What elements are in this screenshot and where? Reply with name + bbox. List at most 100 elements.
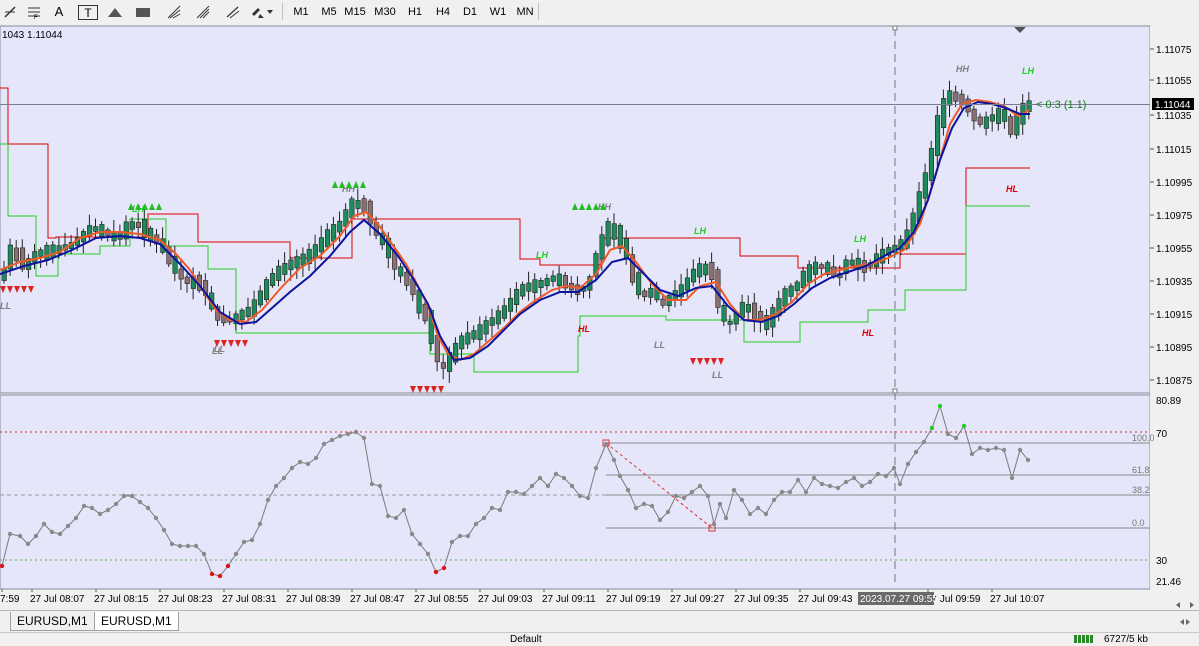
candle: [471, 330, 477, 340]
oscillator-point: [811, 475, 817, 481]
time-tick-label: 27 Jul 08:23: [158, 594, 213, 605]
candle: [684, 277, 691, 291]
candle: [526, 282, 532, 292]
oscillator-point: [577, 493, 583, 499]
candle: [953, 91, 959, 102]
timeframe-m15[interactable]: M15: [344, 5, 366, 18]
oscillator-point: [73, 515, 79, 521]
buy-arrow-icon: [360, 181, 366, 188]
pitchfork-icon[interactable]: [192, 2, 214, 21]
oscillator-point: [843, 479, 849, 485]
candle: [941, 98, 947, 128]
timeframe-m1[interactable]: M1: [293, 5, 309, 18]
timeframe-w1[interactable]: W1: [489, 5, 507, 18]
tab-eurusd-m1-active[interactable]: EURUSD,M1: [94, 612, 179, 631]
oscillator-point: [321, 441, 327, 447]
oscillator-point: [835, 485, 841, 491]
oscillator-point: [803, 489, 809, 495]
candle: [38, 249, 44, 257]
oscillator-point: [137, 499, 143, 505]
scroll-left-icon[interactable]: [1176, 602, 1180, 608]
candle: [337, 220, 343, 233]
sell-arrow-icon: [697, 358, 703, 365]
time-tick-label: 27 Jul 09:03: [478, 594, 533, 605]
oscillator-point: [993, 445, 999, 451]
price-annotation: < 0:3 (1.1): [1036, 99, 1086, 111]
oscillator-point: [209, 571, 215, 577]
price-tick-label: 1.10975: [1156, 211, 1193, 222]
candle: [825, 262, 831, 275]
arrows-icon[interactable]: [248, 2, 276, 21]
buy-arrow-icon: [353, 181, 359, 188]
candle: [514, 288, 520, 305]
oscillator-point: [747, 511, 753, 517]
oscillator-point: [249, 537, 255, 543]
toolbar-separator: [282, 3, 283, 20]
price-tick-label: 1.10995: [1156, 178, 1193, 189]
timeframe-h4[interactable]: H4: [435, 5, 451, 18]
swing-label: HH: [956, 64, 969, 74]
candle: [922, 172, 928, 199]
candle: [416, 289, 422, 314]
timeframe-m30[interactable]: M30: [374, 5, 396, 18]
oscillator-point: [937, 403, 943, 409]
oscillator-point: [697, 483, 703, 489]
swing-label: LH: [694, 226, 706, 236]
candle: [806, 264, 813, 283]
candle: [843, 259, 849, 275]
fibo-level-label: 0.0: [1132, 518, 1145, 528]
toolbar-separator: [538, 3, 539, 20]
candle: [520, 284, 526, 297]
candle: [172, 255, 178, 274]
timeframe-mn[interactable]: MN: [516, 5, 534, 18]
time-tick-label: 27 Jul 09:59: [926, 594, 981, 605]
chart-area[interactable]: 1.11075 1.11055 1.11035 1.11015 1.10995 1.109…: [0, 24, 1199, 610]
oscillator-point: [913, 449, 919, 455]
candle: [721, 304, 727, 322]
text-tool-icon[interactable]: A: [54, 4, 64, 19]
candle: [989, 114, 996, 122]
scroll-right-icon[interactable]: [1190, 602, 1194, 608]
pitchfork-icon[interactable]: [222, 2, 244, 21]
shift-marker-icon[interactable]: [1014, 27, 1026, 33]
fibo-fan-icon[interactable]: F: [24, 2, 44, 21]
oscillator-point: [681, 495, 687, 501]
candle: [276, 265, 282, 281]
price-tick-label: 1.10915: [1156, 310, 1193, 321]
time-tick-label: 27 Jul 09:27: [670, 594, 725, 605]
candle: [782, 288, 788, 307]
oscillator-point: [265, 497, 271, 503]
oscillator-point: [129, 493, 135, 499]
oscillator-point: [185, 543, 191, 549]
tab-eurusd-m1[interactable]: EURUSD,M1: [10, 612, 95, 631]
sell-arrow-icon: [228, 340, 234, 347]
swing-label: LL: [214, 344, 225, 354]
oscillator-point: [617, 473, 623, 479]
text-label-icon[interactable]: T: [78, 5, 98, 20]
swing-label: LL: [712, 370, 723, 380]
candle: [331, 224, 337, 242]
candle: [56, 245, 62, 254]
indicator-axis-label: 21.46: [1156, 577, 1181, 588]
oscillator-point: [755, 505, 761, 511]
sell-arrow-icon: [718, 358, 724, 365]
swing-label: HH: [342, 184, 355, 194]
timeframe-h1[interactable]: H1: [407, 5, 423, 18]
fibo-arcs-icon[interactable]: [164, 2, 184, 21]
triangle-icon[interactable]: [104, 2, 126, 21]
oscillator-point: [953, 435, 959, 441]
candle: [135, 221, 141, 229]
rectangle-icon[interactable]: [132, 2, 154, 21]
oscillator-point: [7, 531, 13, 537]
cursor-cross-icon[interactable]: [0, 2, 20, 21]
sell-arrow-icon: [21, 286, 27, 293]
oscillator-point: [409, 531, 415, 537]
candle: [593, 253, 599, 277]
candle: [263, 279, 270, 301]
timeframe-d1[interactable]: D1: [462, 5, 478, 18]
candle: [550, 275, 556, 282]
current-price-label: 1.11044: [1155, 100, 1191, 111]
tab-scroll[interactable]: [1152, 615, 1192, 625]
sell-arrow-icon: [424, 386, 430, 393]
timeframe-m5[interactable]: M5: [321, 5, 337, 18]
